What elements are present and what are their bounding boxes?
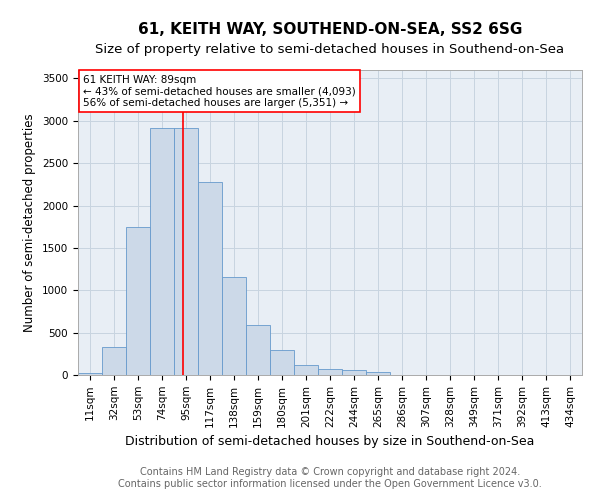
Bar — [102, 347, 126, 375]
Text: 61 KEITH WAY: 89sqm
← 43% of semi-detached houses are smaller (4,093)
56% of sem: 61 KEITH WAY: 89sqm ← 43% of semi-detach… — [83, 74, 356, 108]
Text: 61, KEITH WAY, SOUTHEND-ON-SEA, SS2 6SG: 61, KEITH WAY, SOUTHEND-ON-SEA, SS2 6SG — [138, 22, 522, 38]
Text: Contains HM Land Registry data © Crown copyright and database right 2024.
Contai: Contains HM Land Registry data © Crown c… — [118, 468, 542, 489]
Bar — [198, 182, 222, 375]
X-axis label: Distribution of semi-detached houses by size in Southend-on-Sea: Distribution of semi-detached houses by … — [125, 435, 535, 448]
Bar — [294, 365, 318, 375]
Bar — [150, 128, 174, 375]
Bar — [318, 370, 342, 375]
Bar — [222, 276, 246, 375]
Bar — [342, 370, 366, 375]
Bar — [78, 373, 102, 375]
Text: Size of property relative to semi-detached houses in Southend-on-Sea: Size of property relative to semi-detach… — [95, 42, 565, 56]
Bar — [126, 226, 150, 375]
Bar — [366, 372, 390, 375]
Bar — [270, 350, 294, 375]
Y-axis label: Number of semi-detached properties: Number of semi-detached properties — [23, 113, 37, 332]
Bar — [174, 128, 198, 375]
Bar — [246, 325, 270, 375]
